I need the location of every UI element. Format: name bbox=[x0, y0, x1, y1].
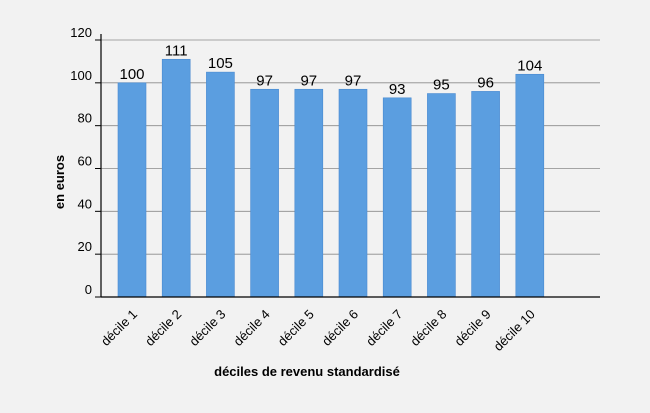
x-tick-label-4: décile 4 bbox=[230, 307, 272, 349]
bar-5 bbox=[294, 88, 324, 298]
bar-1 bbox=[117, 82, 147, 298]
x-tick-label-1: décile 1 bbox=[98, 307, 140, 349]
bars bbox=[117, 58, 545, 298]
bar-2 bbox=[161, 58, 191, 298]
x-tick-label-7: décile 7 bbox=[363, 307, 405, 349]
y-tick-label: 20 bbox=[78, 239, 92, 254]
x-axis-title: déciles de revenu standardisé bbox=[214, 364, 400, 379]
bar-4 bbox=[250, 88, 279, 298]
bar-10 bbox=[515, 73, 545, 298]
axes bbox=[95, 34, 600, 298]
y-tick-label: 100 bbox=[70, 68, 92, 83]
data-label-4: 97 bbox=[256, 72, 273, 89]
data-label-7: 93 bbox=[389, 81, 406, 98]
y-tick-label: 0 bbox=[85, 282, 92, 297]
data-label-10: 104 bbox=[517, 57, 542, 74]
data-label-8: 95 bbox=[433, 77, 450, 94]
bar-7 bbox=[382, 97, 412, 298]
y-tick-label: 80 bbox=[78, 111, 92, 126]
x-tick-label-2: décile 2 bbox=[142, 307, 184, 349]
y-tick-label: 40 bbox=[78, 196, 92, 211]
x-tick-label-9: décile 9 bbox=[451, 307, 493, 349]
x-tick-label-6: décile 6 bbox=[319, 307, 361, 349]
data-label-5: 97 bbox=[300, 72, 317, 89]
data-label-9: 96 bbox=[477, 74, 494, 91]
x-tick-label-8: décile 8 bbox=[407, 307, 449, 349]
bar-8 bbox=[427, 93, 456, 298]
data-label-3: 105 bbox=[208, 55, 233, 72]
x-tick-label-5: décile 5 bbox=[275, 307, 317, 349]
y-tick-label: 120 bbox=[70, 25, 92, 40]
data-label-6: 97 bbox=[345, 72, 362, 89]
bar-6 bbox=[338, 88, 368, 298]
y-tick-label: 60 bbox=[78, 154, 92, 169]
y-axis-title: en euros bbox=[52, 155, 67, 209]
bar-9 bbox=[471, 91, 500, 298]
x-tick-label-3: décile 3 bbox=[186, 307, 228, 349]
data-label-1: 100 bbox=[119, 66, 144, 83]
bar-3 bbox=[206, 71, 235, 298]
x-tick-label-10: décile 10 bbox=[491, 307, 538, 354]
data-label-2: 111 bbox=[165, 42, 188, 59]
